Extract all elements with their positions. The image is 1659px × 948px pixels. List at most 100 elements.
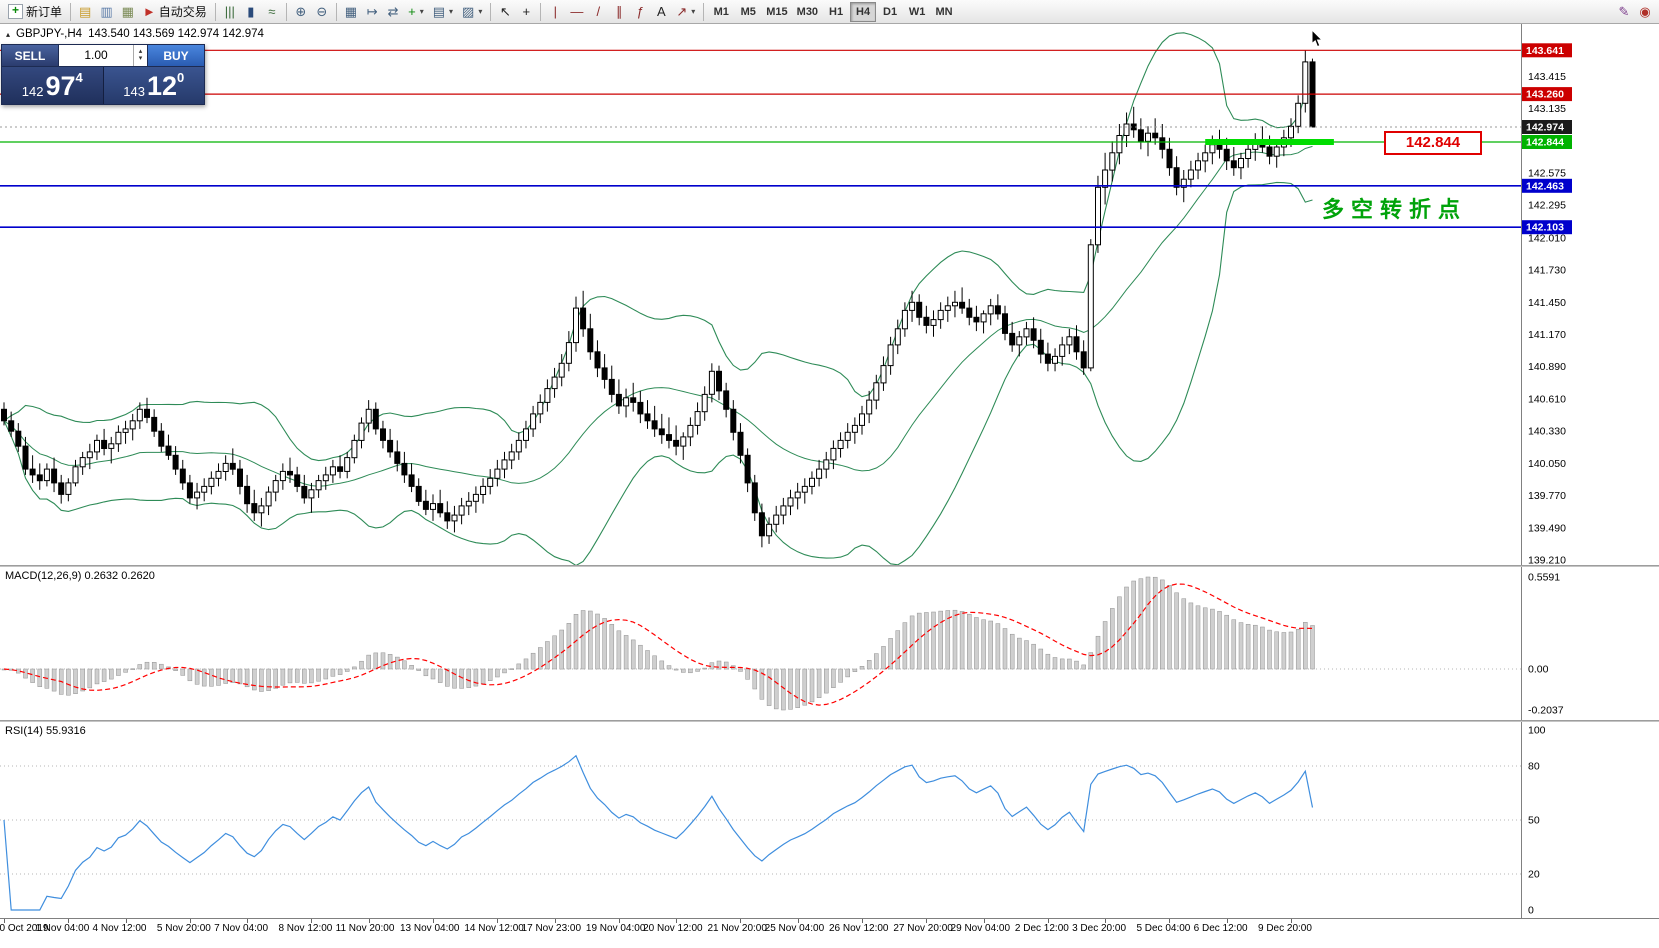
toolbar-button-label: 自动交易: [158, 5, 207, 19]
buy-button[interactable]: BUY: [147, 44, 205, 67]
time-tick: [983, 919, 985, 923]
time-axis-label: 5 Dec 04:00: [1136, 923, 1191, 934]
bollinger-upper-band[interactable]: [3, 32, 1313, 462]
auto-trading-button[interactable]: ► 自动交易: [139, 2, 211, 22]
macd-panel-canvas[interactable]: [0, 567, 1521, 720]
time-axis-label: 30 Oct 2019: [0, 923, 49, 934]
timeframe-m30-button[interactable]: M30: [793, 2, 822, 22]
spinner-down-icon[interactable]: ▾: [138, 54, 143, 62]
periods-button[interactable]: ▤ ▾: [429, 2, 457, 22]
cursor-button[interactable]: ↖: [495, 2, 515, 22]
main-chart-canvas[interactable]: [0, 24, 1521, 565]
chart-ohlc-header: ▴ GBPJPY-,H4 143.540 143.569 142.974 142…: [6, 28, 264, 40]
timeframe-m1-button[interactable]: M1: [708, 2, 734, 22]
auto-scroll-button[interactable]: ↦: [362, 2, 382, 22]
turning-point-annotation[interactable]: 多空转折点: [1322, 197, 1468, 222]
new-order-button[interactable]: + 新订单: [4, 2, 66, 22]
timeframe-d1-button[interactable]: D1: [877, 2, 903, 22]
panel-divider[interactable]: [0, 720, 1659, 722]
rsi-axis-label: 100: [1528, 725, 1546, 737]
dropdown-arrow-icon: ▾: [478, 7, 483, 16]
terminal-icon: ▦: [121, 4, 134, 19]
zoom-out-button[interactable]: ⊖: [312, 2, 332, 22]
zoom-in-button[interactable]: ⊕: [291, 2, 311, 22]
timeframe-m5-button[interactable]: M5: [735, 2, 761, 22]
time-tick: [1226, 919, 1228, 923]
timeframe-h4-button[interactable]: H4: [850, 1, 877, 22]
time-tick: [4, 919, 5, 923]
macd-signal-value: 0.2620: [121, 570, 155, 582]
bar-chart-button[interactable]: |||: [220, 2, 240, 22]
terminal-button[interactable]: ▦: [118, 2, 138, 22]
price-axis[interactable]: 143.415 143.135 142.575 142.295 142.010 141.7…: [1521, 0, 1659, 947]
rsi-axis-label: 20: [1528, 869, 1540, 881]
community-icon: ◉: [1639, 4, 1651, 19]
panel-divider[interactable]: [0, 565, 1659, 567]
candlestick-chart-icon: ▮: [247, 4, 255, 19]
bollinger-lower-band[interactable]: [3, 181, 1313, 565]
trendline-button[interactable]: /: [588, 2, 608, 22]
tile-windows-button[interactable]: ▦: [341, 2, 361, 22]
price-tag: [1522, 178, 1572, 193]
time-tick: [676, 919, 678, 923]
macd-axis-label: -0.2037: [1528, 705, 1564, 717]
price-axis-label: 140.330: [1528, 426, 1566, 438]
pencil-icon: ✎: [1618, 4, 1630, 19]
zoom-out-icon: ⊖: [316, 4, 328, 19]
time-axis-label: 3 Dec 20:00: [1072, 923, 1127, 934]
toolbar-sep: [703, 2, 705, 21]
time-axis-label: 17 Nov 23:00: [521, 923, 582, 934]
trendline-icon: /: [596, 4, 601, 19]
time-tick: [1105, 919, 1107, 923]
chart-shift-button[interactable]: ⇄: [383, 2, 403, 22]
bid-price-button[interactable]: 142 97 4: [2, 67, 104, 104]
bollinger-middle-band[interactable]: [3, 145, 1313, 487]
rsi-value: 55.9316: [45, 725, 86, 737]
vertical-line-button[interactable]: |: [545, 2, 565, 22]
rsi-line: [3, 754, 1314, 911]
rsi-indicator-label: RSI(14) 55.9316: [5, 725, 86, 737]
time-tick: [68, 919, 70, 923]
horizontal-line-button[interactable]: —: [566, 2, 587, 22]
templates-button[interactable]: ▨ ▾: [458, 2, 486, 22]
market-watch-button[interactable]: ▤: [75, 2, 95, 22]
timeframe-mn-button[interactable]: MN: [931, 2, 957, 22]
edit-button[interactable]: ✎: [1614, 2, 1634, 22]
time-tick: [1169, 919, 1171, 923]
time-axis-label: 13 Nov 04:00: [400, 923, 460, 934]
indicators-button[interactable]: + ▾: [404, 2, 428, 22]
price-tag-value: 142.103: [1526, 222, 1564, 234]
crosshair-button[interactable]: +: [516, 2, 536, 22]
arrows-icon: ↗: [676, 4, 688, 19]
community-button[interactable]: ◉: [1635, 2, 1655, 22]
macd-histogram: [1, 576, 1315, 711]
ask-price-button[interactable]: 143 12 0: [103, 67, 204, 104]
ohlc-values: 143.540 143.569 142.974 142.974: [88, 28, 264, 40]
arrows-button[interactable]: ↗ ▾: [672, 2, 699, 22]
timeframe-m15-button[interactable]: M15: [762, 2, 791, 22]
timeframe-h1-button[interactable]: H1: [823, 2, 849, 22]
price-axis-label: 141.450: [1528, 297, 1566, 309]
bid-big-digits: 97: [45, 70, 76, 101]
volume-input[interactable]: 1.00 ▴ ▾: [59, 44, 147, 67]
trade-panel-top-row: SELL 1.00 ▴ ▾ BUY: [1, 44, 205, 67]
time-tick: [618, 919, 620, 923]
timeframe-w1-button[interactable]: W1: [904, 2, 930, 22]
sell-button[interactable]: SELL: [1, 44, 59, 67]
channel-button[interactable]: ∥: [609, 2, 629, 22]
price-flag-label[interactable]: 142.844: [1384, 131, 1482, 155]
spinner-up-icon[interactable]: ▴: [138, 48, 143, 56]
navigator-button[interactable]: ▥: [96, 2, 116, 22]
time-tick: [189, 919, 191, 923]
time-tick: [926, 919, 928, 923]
text-button[interactable]: A: [651, 2, 671, 22]
line-chart-button[interactable]: ≈: [262, 2, 282, 22]
fibonacci-button[interactable]: ƒ: [630, 2, 650, 22]
rsi-panel-canvas[interactable]: [0, 722, 1521, 918]
toolbar-sep: [285, 2, 287, 21]
candlestick-chart-button[interactable]: ▮: [241, 2, 261, 22]
ask-big-digits: 12: [146, 70, 177, 101]
volume-spinner[interactable]: ▴ ▾: [133, 45, 147, 66]
time-axis-label: 5 Nov 20:00: [156, 923, 211, 934]
